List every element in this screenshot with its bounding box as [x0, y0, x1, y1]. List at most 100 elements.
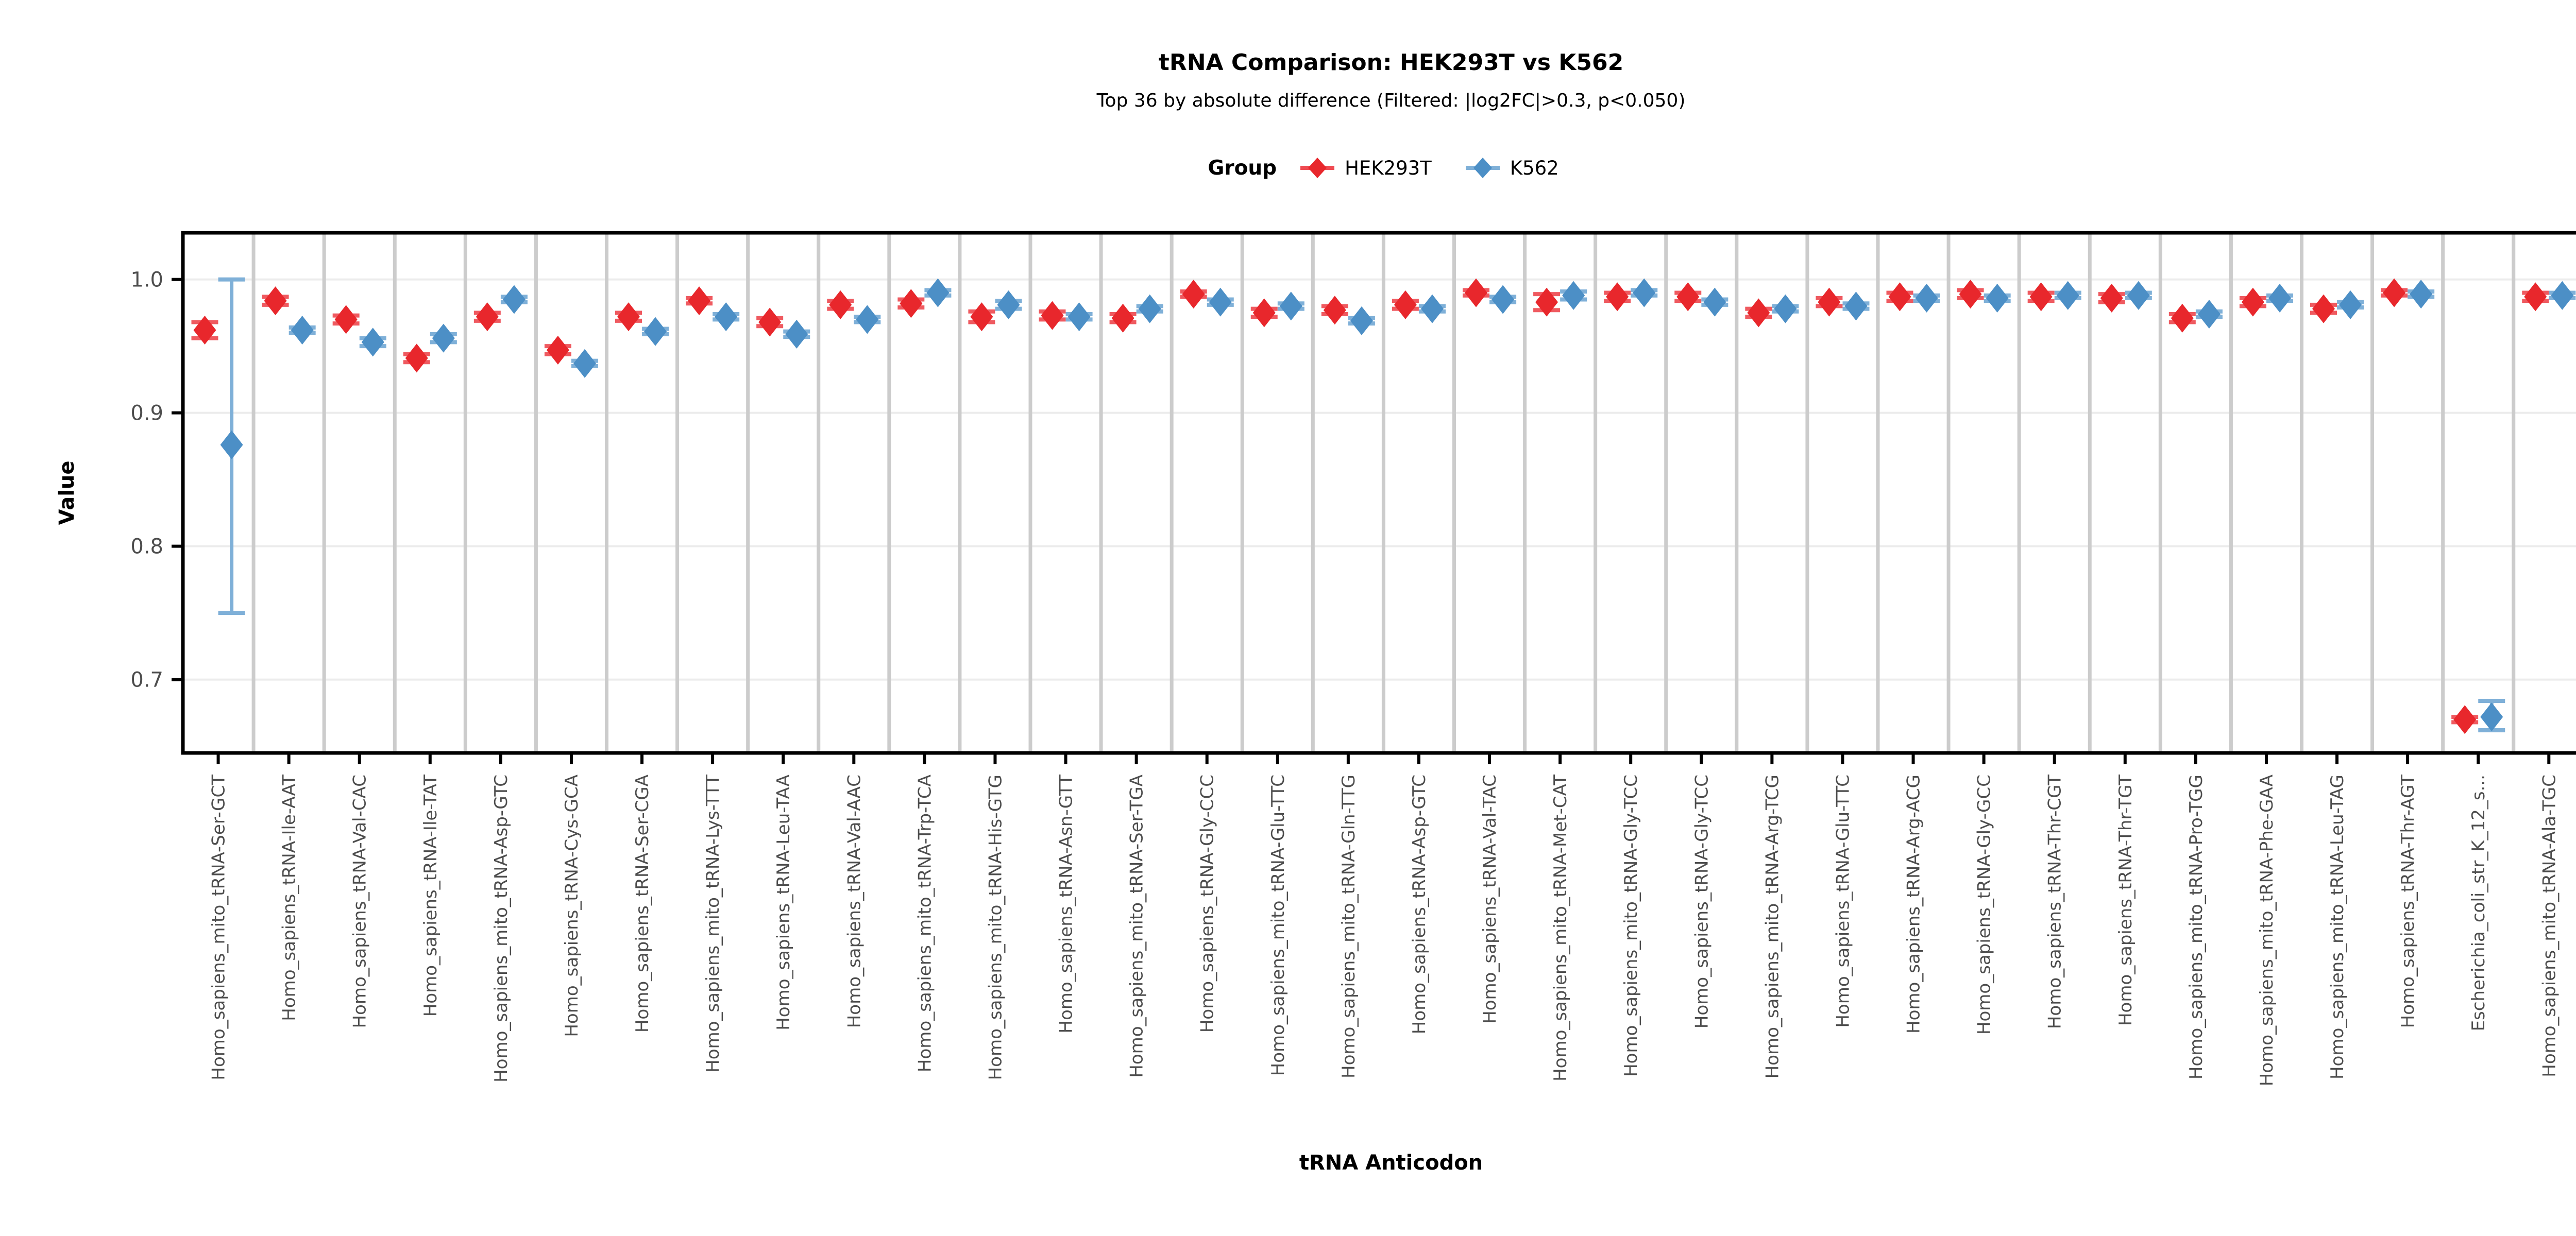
data-point-group — [2027, 282, 2055, 312]
data-point-group — [1842, 291, 1870, 321]
diamond-marker-icon — [1818, 287, 1841, 317]
data-point-group — [262, 286, 289, 316]
data-point-group — [686, 286, 713, 316]
diamond-marker-icon — [2551, 281, 2574, 310]
y-tick-label: 0.9 — [130, 402, 163, 425]
diamond-marker-icon — [405, 344, 428, 373]
data-point-group — [713, 302, 740, 332]
diamond-marker-icon — [758, 307, 782, 337]
diamond-marker-icon — [573, 349, 597, 378]
data-point-group — [2168, 303, 2196, 333]
x-tick-label: Homo_sapiens_tRNA-Thr-AGT — [2398, 775, 2418, 1028]
legend-title: Group — [1208, 156, 1277, 180]
x-tick-label: Homo_sapiens_mito_tRNA-Lys-TTT — [703, 775, 723, 1073]
x-tick-label: Homo_sapiens_tRNA-Gly-TCC — [1691, 775, 1712, 1028]
x-tick-label: Homo_sapiens_tRNA-Ile-TAT — [420, 775, 441, 1017]
diamond-marker-icon — [1562, 281, 1585, 310]
diamond-marker-icon — [264, 286, 287, 316]
legend-label-hek293t: HEK293T — [1345, 157, 1432, 179]
diamond-marker-icon — [220, 430, 243, 459]
diamond-marker-icon — [1111, 303, 1134, 333]
data-point-group — [473, 302, 501, 332]
data-point-group — [2239, 287, 2266, 317]
legend-entry-k562[interactable]: K562 — [1465, 154, 1559, 181]
data-point-group — [827, 290, 854, 319]
diamond-marker-icon — [291, 316, 314, 345]
x-tick-label: Homo_sapiens_tRNA-Val-CAC — [350, 775, 370, 1028]
x-tick-label: Homo_sapiens_mito_tRNA-Glu-TTC — [1268, 775, 1289, 1076]
diamond-marker-icon — [1492, 285, 1515, 314]
data-point-group — [2478, 699, 2505, 732]
y-tick-label: 0.7 — [130, 668, 163, 692]
data-point-group — [1348, 306, 1375, 335]
x-tick-label: Homo_sapiens_mito_tRNA-Trp-TCA — [914, 775, 935, 1072]
legend-entry-hek293t[interactable]: HEK293T — [1299, 154, 1432, 181]
data-point-group — [2266, 283, 2294, 313]
diamond-marker-icon — [1182, 280, 1205, 309]
diamond-marker-icon — [546, 335, 569, 365]
data-point-group — [968, 302, 995, 332]
data-point-group — [1816, 287, 1843, 317]
diamond-marker-icon — [1606, 282, 1629, 312]
data-point-group — [1604, 282, 1631, 312]
diamond-marker-icon — [1888, 282, 1911, 312]
x-tick-label: Homo_sapiens_tRNA-Thr-CGT — [2045, 775, 2065, 1029]
diamond-marker-icon — [1350, 306, 1373, 335]
data-point-group — [2408, 280, 2435, 309]
diamond-marker-icon — [2453, 705, 2477, 734]
x-tick-label: Homo_sapiens_mito_tRNA-Gln-TTG — [1338, 775, 1359, 1078]
x-tick-label: Homo_sapiens_mito_tRNA-Leu-TAG — [2327, 775, 2348, 1079]
diamond-marker-icon — [361, 328, 384, 357]
data-point-group — [1180, 280, 1207, 309]
data-point-group — [2310, 294, 2337, 323]
data-point-group — [1136, 294, 1163, 323]
data-point-group — [756, 307, 784, 337]
data-point-group — [1109, 303, 1137, 333]
data-point-group — [1957, 280, 1984, 309]
data-point-group — [289, 316, 316, 345]
x-tick-label: Homo_sapiens_tRNA-Val-AAC — [844, 775, 865, 1028]
data-point-group — [2522, 282, 2549, 312]
x-axis-title: tRNA Anticodon — [1299, 1151, 1483, 1175]
diamond-marker-icon — [785, 319, 808, 349]
data-point-group — [854, 305, 881, 334]
x-tick-label: Homo_sapiens_mito_tRNA-Met-CAT — [1550, 775, 1571, 1082]
data-point-group — [2195, 299, 2223, 329]
data-point-group — [1560, 281, 1587, 310]
x-tick-label: Homo_sapiens_tRNA-Ser-CGA — [632, 775, 653, 1033]
diamond-marker-icon — [1464, 278, 1487, 307]
diamond-marker-icon — [2339, 290, 2362, 319]
diamond-marker-icon — [644, 317, 667, 346]
data-point-group — [218, 277, 245, 615]
data-point-group — [783, 319, 810, 349]
data-point-group — [2337, 290, 2364, 319]
diamond-marker-icon — [2029, 282, 2053, 312]
data-point-group — [995, 290, 1022, 319]
x-tick-label: Homo_sapiens_tRNA-Glu-TTC — [1833, 775, 1853, 1028]
diamond-marker-icon — [829, 290, 852, 319]
data-point-group — [1886, 282, 1913, 312]
diamond-marker-icon — [900, 289, 923, 318]
data-point-group — [615, 302, 642, 332]
data-point-group — [332, 305, 360, 334]
x-tick-label: Homo_sapiens_tRNA-Cys-GCA — [562, 775, 582, 1037]
data-point-group — [403, 344, 430, 373]
data-point-group — [2054, 281, 2081, 310]
data-point-group — [897, 289, 925, 318]
diamond-marker-icon — [1421, 294, 1444, 323]
data-point-group — [642, 317, 669, 346]
data-point-group — [1065, 302, 1093, 332]
chart-title: tRNA Comparison: HEK293T vs K562 — [1158, 49, 1624, 76]
data-point-group — [191, 316, 218, 345]
data-point-group — [1207, 287, 1234, 317]
diamond-marker-icon — [1138, 294, 1161, 323]
data-point-group — [1984, 283, 2011, 313]
legend-label-k562: K562 — [1510, 157, 1559, 179]
data-point-group — [924, 278, 952, 307]
data-point-group — [2125, 281, 2152, 310]
x-tick-label: Homo_sapiens_mito_tRNA-Ala-TGC — [2539, 775, 2560, 1077]
chart-subtitle: Top 36 by absolute difference (Filtered:… — [1096, 90, 1686, 111]
x-tick-label: Homo_sapiens_tRNA-Asp-GTC — [1409, 775, 1430, 1034]
diamond-marker-icon — [617, 302, 640, 332]
